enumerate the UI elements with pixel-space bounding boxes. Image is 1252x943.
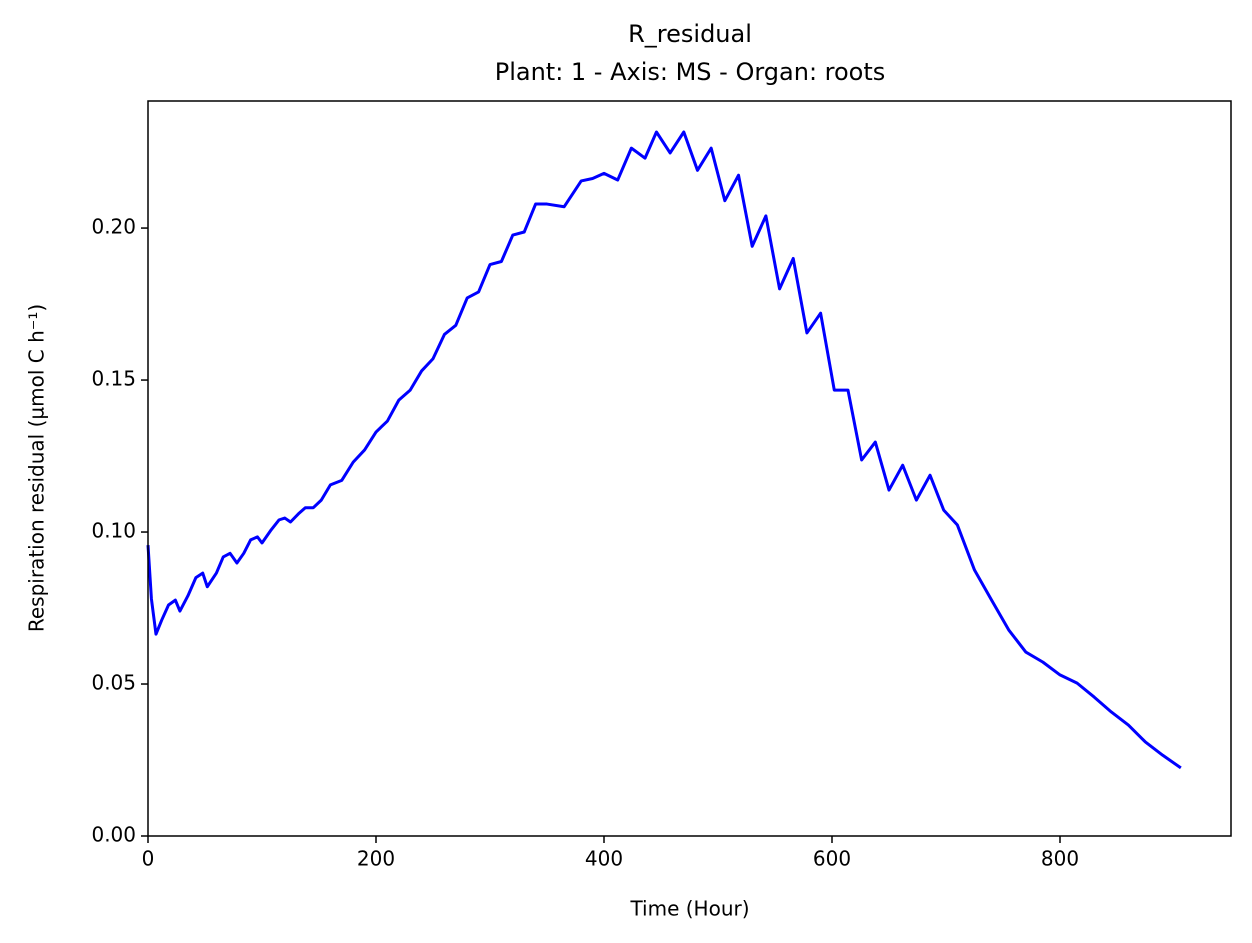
- line-series: [146, 130, 1182, 770]
- y-axis-label: Respiration residual (µmol C h⁻¹): [25, 304, 49, 632]
- x-tick-label: 0: [142, 847, 155, 871]
- y-tick-label: 0.20: [91, 215, 136, 239]
- x-tick-label: 800: [1041, 847, 1079, 871]
- plot-frame: [147, 100, 1232, 837]
- chart-subtitle: Plant: 1 - Axis: MS - Organ: roots: [495, 58, 886, 86]
- x-axis-label: Time (Hour): [629, 897, 749, 921]
- x-tick-label: 600: [813, 847, 851, 871]
- y-tick-label: 0.00: [91, 823, 136, 847]
- y-tick-label: 0.15: [91, 367, 136, 391]
- y-tick-label: 0.05: [91, 671, 136, 695]
- chart-title: R_residual: [628, 20, 752, 48]
- x-tick-label: 200: [357, 847, 395, 871]
- y-tick-label: 0.10: [91, 519, 136, 543]
- x-tick-label: 400: [585, 847, 623, 871]
